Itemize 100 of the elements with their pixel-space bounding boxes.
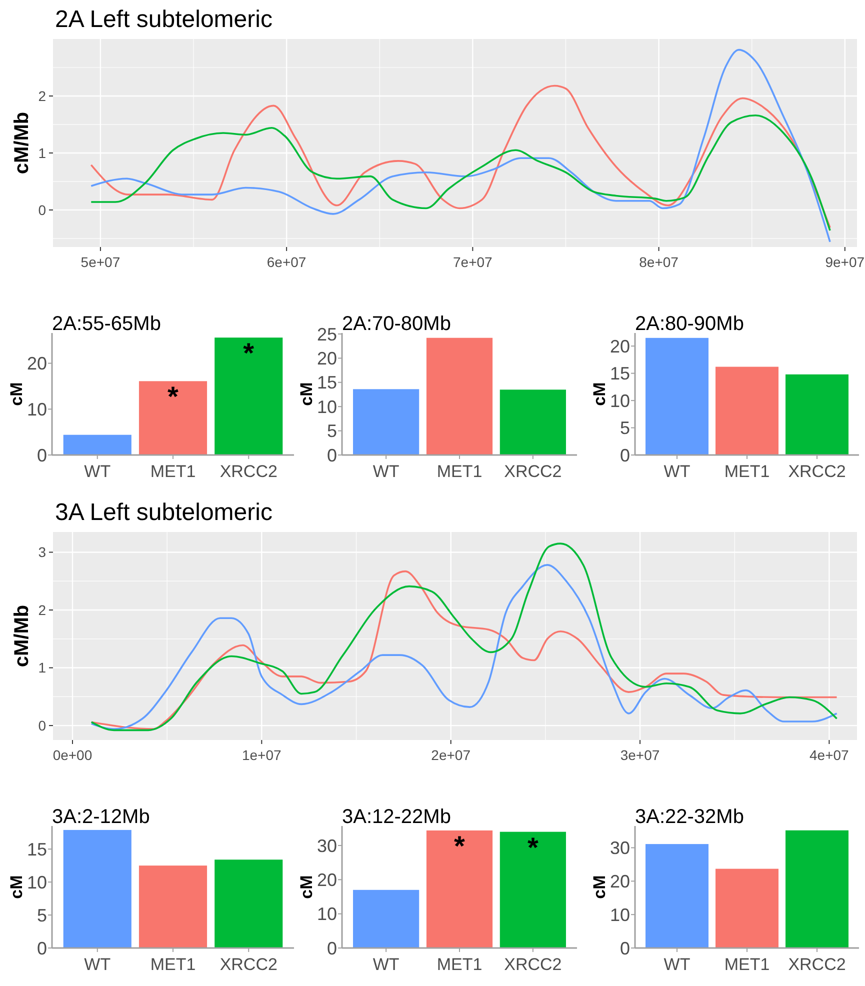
- y-axis-title: cM: [7, 382, 26, 406]
- bar: [353, 890, 420, 948]
- x-tick-label: 9e+07: [825, 254, 865, 270]
- y-tick-label: 0: [326, 445, 337, 466]
- y-tick-label: 5: [326, 421, 337, 442]
- y-tick-label: 15: [26, 839, 47, 860]
- y-tick-label: 10: [610, 904, 630, 925]
- y-axis-title: cM: [297, 875, 316, 899]
- x-tick-label: WT: [84, 462, 111, 481]
- y-tick-label: 5: [620, 418, 630, 438]
- y-tick-label: 0: [36, 445, 47, 466]
- bar: [63, 434, 132, 455]
- y-tick-label: 2: [38, 602, 46, 618]
- bar: [426, 338, 493, 455]
- bar: [500, 832, 566, 948]
- bar: [353, 389, 420, 455]
- annotation: *: [454, 830, 466, 862]
- x-tick-label: 0e+00: [52, 747, 92, 763]
- chart-title: 3A:2-12Mb: [52, 806, 150, 828]
- x-tick-label: MET1: [436, 955, 482, 974]
- x-tick-label: MET1: [150, 462, 196, 481]
- bar: [138, 381, 208, 455]
- y-tick-label: 5: [36, 905, 47, 926]
- x-tick-label: XRCC2: [504, 955, 562, 974]
- x-tick-label: MET1: [724, 462, 770, 481]
- bar: [786, 830, 848, 948]
- y-tick-label: 0: [38, 717, 46, 734]
- y-tick-label: 15: [610, 364, 630, 384]
- bar: [716, 366, 778, 455]
- bar: [716, 868, 778, 948]
- x-tick-label: WT: [664, 955, 690, 974]
- bar: [426, 830, 493, 948]
- y-tick-label: 0: [620, 938, 630, 958]
- y-tick-label: 20: [316, 348, 337, 368]
- bar: [500, 390, 566, 455]
- y-tick-label: 25: [316, 324, 337, 344]
- y-tick-label: 0: [36, 938, 47, 958]
- y-axis-title: cM: [7, 875, 26, 899]
- x-tick-label: XRCC2: [788, 955, 846, 974]
- x-tick-label: 5e+07: [80, 254, 120, 270]
- y-tick-label: 10: [26, 872, 47, 892]
- chart-title: 3A:22-32Mb: [635, 806, 744, 828]
- line-series: [90, 114, 831, 232]
- y-tick-label: 10: [26, 399, 47, 420]
- bar: [138, 866, 208, 948]
- x-tick-label: WT: [84, 955, 111, 974]
- bar: [63, 830, 132, 948]
- bar: [214, 338, 283, 455]
- x-tick-label: 3e+07: [620, 747, 660, 763]
- y-tick-label: 20: [610, 336, 630, 356]
- y-tick-label: 0: [38, 202, 46, 218]
- y-tick-label: 1: [38, 144, 46, 161]
- x-tick-label: XRCC2: [504, 462, 562, 481]
- y-axis-title: cM: [590, 382, 609, 406]
- x-tick-label: MET1: [150, 955, 196, 974]
- x-tick-label: XRCC2: [788, 462, 846, 481]
- y-tick-label: 0: [326, 938, 337, 958]
- chart-title: 3A:12-22Mb: [342, 806, 451, 828]
- y-tick-label: 0: [620, 445, 630, 466]
- x-tick-label: WT: [372, 462, 400, 481]
- chart-title: 2A:55-65Mb: [52, 313, 161, 335]
- y-tick-label: 30: [316, 836, 337, 856]
- y-tick-label: 20: [316, 870, 337, 890]
- x-tick-label: 4e+07: [810, 747, 850, 763]
- chart-title: 2A:70-80Mb: [342, 313, 451, 335]
- x-tick-label: MET1: [436, 462, 482, 481]
- bar: [786, 374, 848, 455]
- y-tick-label: 10: [316, 396, 337, 417]
- y-tick-label: 10: [610, 390, 630, 411]
- y-tick-label: 3: [38, 544, 46, 560]
- x-tick-label: 1e+07: [242, 747, 282, 763]
- x-tick-label: WT: [372, 955, 400, 974]
- x-tick-label: WT: [664, 462, 690, 481]
- y-axis-title: cM/Mb: [11, 112, 33, 174]
- y-axis-title: cM/Mb: [11, 604, 33, 668]
- x-tick-label: XRCC2: [220, 955, 278, 974]
- x-tick-label: 2e+07: [431, 747, 471, 763]
- y-tick-label: 20: [26, 354, 47, 374]
- x-tick-label: 6e+07: [266, 254, 306, 270]
- y-tick-label: 1: [38, 660, 46, 676]
- annotation: *: [243, 338, 254, 369]
- y-tick-label: 2: [38, 88, 46, 104]
- bar: [214, 860, 283, 948]
- y-axis-title: cM: [297, 382, 316, 406]
- chart-title: 3A Left subtelomeric: [55, 499, 272, 526]
- annotation: *: [527, 832, 538, 863]
- y-tick-label: 30: [610, 838, 630, 858]
- x-tick-label: 8e+07: [639, 254, 679, 270]
- chart-title: 2A Left subtelomeric: [55, 6, 272, 33]
- bar: [646, 338, 708, 455]
- annotation: *: [168, 381, 179, 412]
- y-axis-title: cM: [590, 875, 609, 899]
- bar: [646, 844, 708, 948]
- line-series: [90, 48, 831, 243]
- x-tick-label: XRCC2: [220, 462, 278, 481]
- x-tick-label: 7e+07: [453, 254, 493, 270]
- chart-title: 2A:80-90Mb: [635, 313, 744, 335]
- line-series: [90, 84, 831, 229]
- y-tick-label: 10: [316, 904, 337, 924]
- y-tick-label: 15: [316, 372, 337, 393]
